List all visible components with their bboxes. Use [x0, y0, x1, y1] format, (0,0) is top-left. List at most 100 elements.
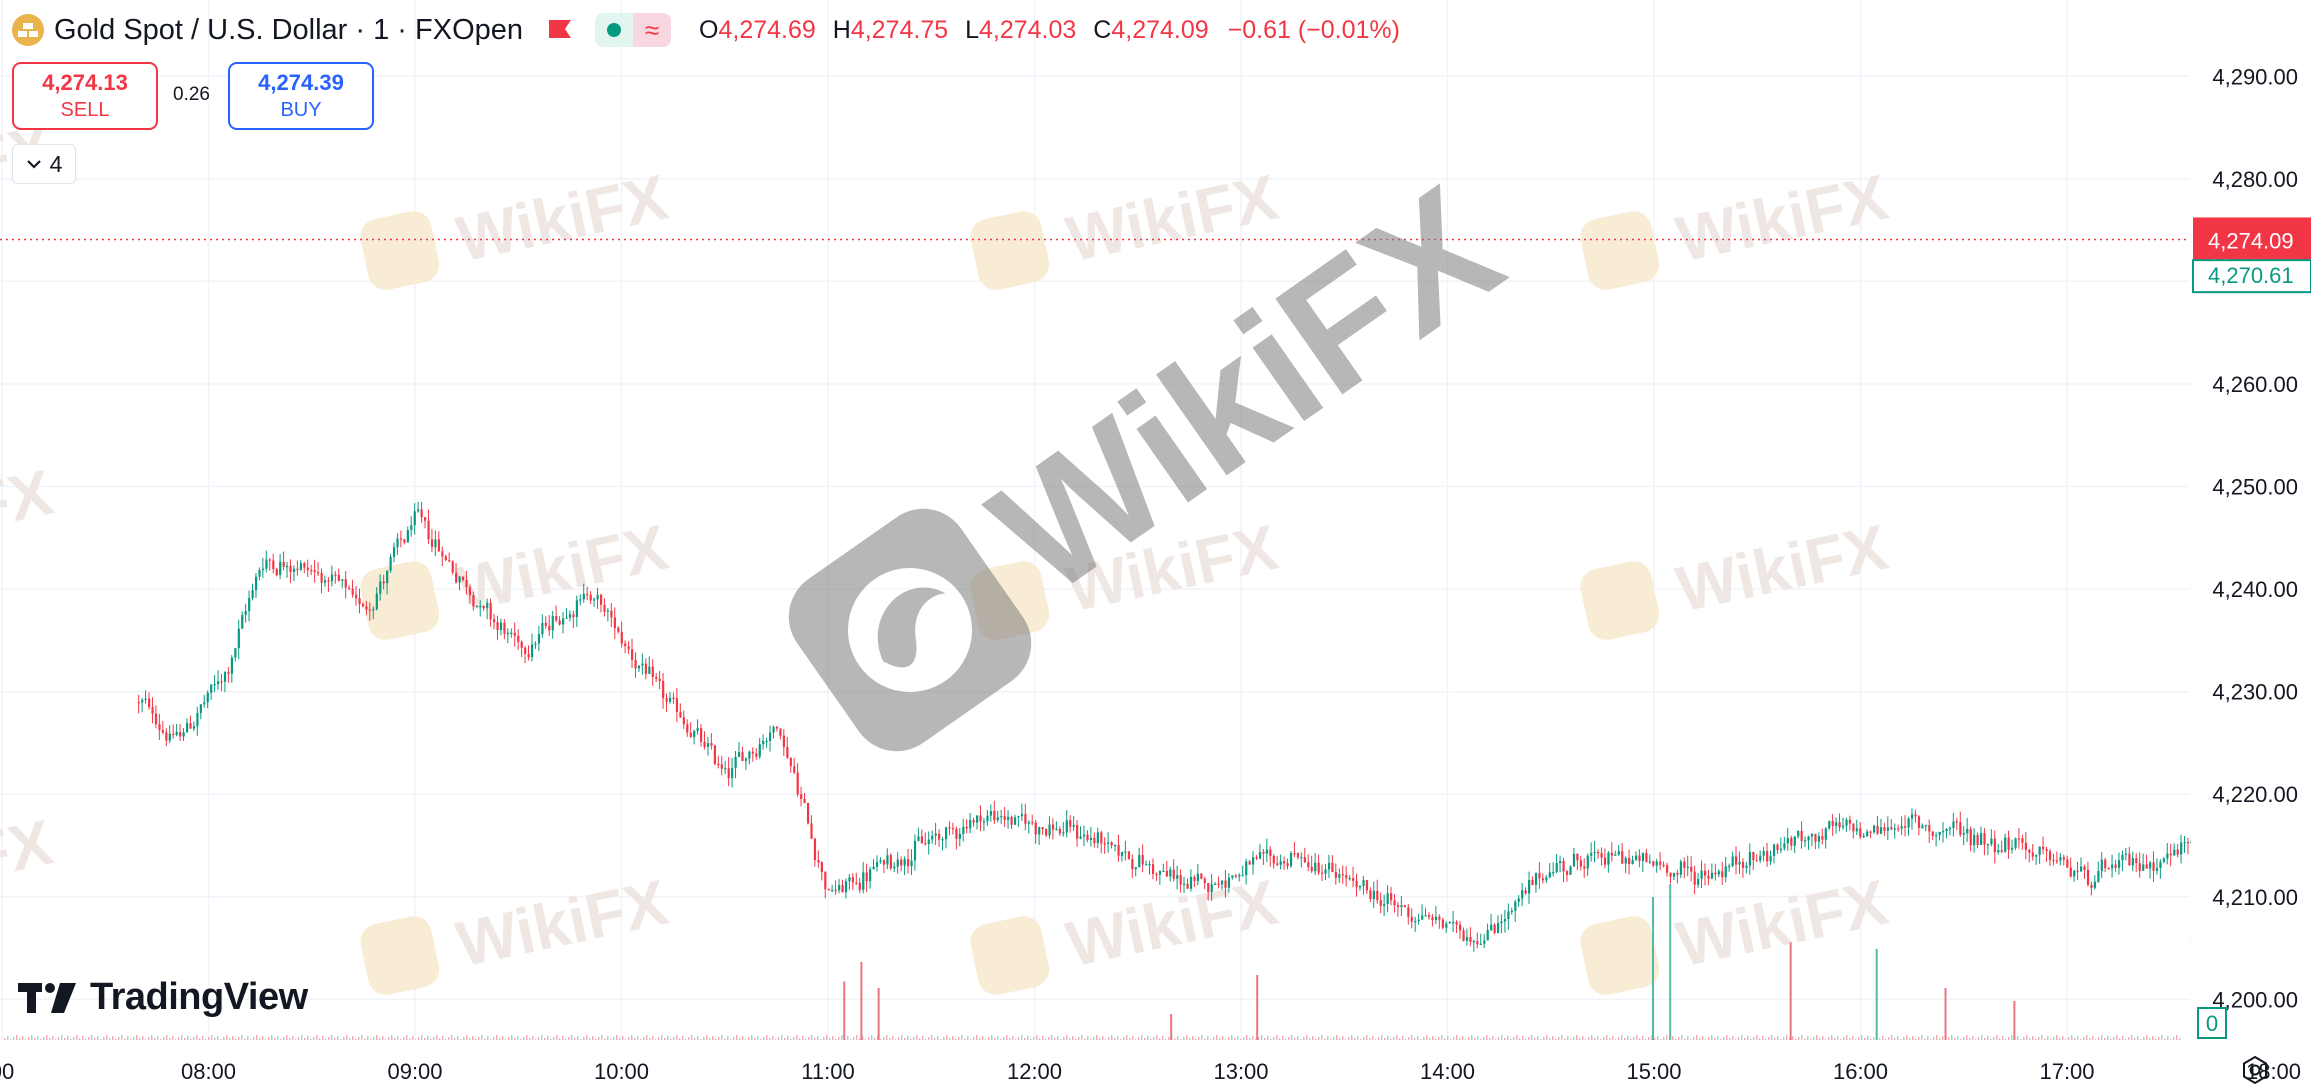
candle-body — [2062, 857, 2065, 860]
volume-bar — [1927, 1036, 1929, 1040]
volume-bar — [1594, 1038, 1596, 1040]
candle-body — [1252, 857, 1255, 865]
price-axis[interactable]: 4,200.004,210.004,220.004,230.004,240.00… — [2191, 0, 2311, 1091]
candle-body — [1759, 855, 1762, 861]
volume-bar — [2158, 1037, 2160, 1040]
volume-bar — [1561, 1035, 1563, 1040]
status-pills[interactable]: ≈ — [595, 13, 672, 47]
volume-bar — [106, 1035, 108, 1040]
volume-bar — [1213, 1037, 1215, 1040]
candle-body — [203, 702, 206, 705]
candle-body — [192, 726, 196, 729]
candle-body — [875, 861, 879, 867]
volume-bar — [166, 1035, 168, 1040]
candle-body — [144, 698, 147, 700]
volume-bar — [1537, 1036, 1539, 1040]
candle-body — [1479, 943, 1482, 945]
volume-bar — [1441, 1035, 1443, 1040]
volume-bar — [1636, 1035, 1638, 1040]
volume-bar — [355, 1039, 357, 1040]
wikifx-watermark: WikiFX — [360, 866, 674, 995]
volume-bar — [415, 1039, 417, 1040]
candle-body — [1151, 864, 1155, 875]
candle-body — [610, 610, 613, 618]
candle-body — [1962, 833, 1965, 835]
sell-button[interactable]: 4,274.13 SELL — [12, 62, 158, 130]
volume-bar — [292, 1036, 294, 1040]
volume-bar — [736, 1035, 738, 1040]
indicators-toggle[interactable]: 4 — [12, 144, 76, 184]
volume-bar — [13, 1037, 15, 1040]
candle-body — [789, 757, 792, 767]
time-tick-label: 00 — [0, 1059, 14, 1084]
volume-bar — [1678, 1037, 1680, 1040]
volume-bar — [217, 1036, 219, 1040]
volume-bar — [397, 1036, 399, 1040]
candle-body — [1289, 853, 1293, 867]
volume-bar — [859, 1038, 861, 1040]
volume-bar — [1819, 1038, 1821, 1040]
volume-bar — [58, 1037, 60, 1040]
volume-bar — [1201, 1035, 1203, 1040]
volume-bar — [2110, 1039, 2112, 1040]
volume-bar — [1873, 1037, 1875, 1040]
candle-body — [582, 593, 585, 600]
volume-bar — [67, 1036, 69, 1040]
volume-bar — [1714, 1038, 1716, 1040]
volume-bar — [85, 1039, 87, 1040]
candle-body — [1110, 842, 1113, 846]
volume-bar — [400, 1039, 402, 1040]
candle-body — [1714, 872, 1717, 875]
volume-bar — [1642, 1036, 1644, 1040]
volume-bar — [1423, 1037, 1425, 1040]
candle-body — [1365, 880, 1369, 891]
volume-bar — [919, 1038, 921, 1040]
volume-bar — [598, 1037, 600, 1040]
volume-bar — [1480, 1039, 1482, 1040]
volume-bar — [721, 1035, 723, 1040]
candle-body — [1831, 820, 1834, 826]
volume-bar — [1078, 1037, 1080, 1040]
candle-body — [848, 877, 851, 882]
candle-body — [617, 627, 620, 632]
volume-bar — [265, 1039, 267, 1040]
settings-icon[interactable] — [2240, 1055, 2270, 1085]
volume-bar — [829, 1038, 831, 1040]
time-tick-label: 09:00 — [387, 1059, 442, 1084]
candle-body — [1469, 937, 1472, 942]
buy-button[interactable]: 4,274.39 BUY — [228, 62, 374, 130]
candle-body — [1838, 822, 1841, 828]
tradingview-logo[interactable]: TradingView — [18, 976, 308, 1019]
volume-bar — [1333, 1037, 1335, 1040]
candle-body — [1334, 872, 1338, 878]
candle-body — [158, 724, 161, 731]
volume-bar — [2089, 1038, 2091, 1040]
candle-body — [1897, 828, 1900, 830]
volume-bar — [1279, 1038, 1281, 1040]
candle-body — [865, 872, 868, 882]
time-axis[interactable]: 00 08:00 09:00 10:00 11:00 12:00 13:00 14:00 15:… — [0, 1059, 2311, 1084]
symbol-title[interactable]: Gold Spot / U.S. Dollar · 1 · FXOpen — [54, 13, 524, 46]
candle-body — [1220, 880, 1224, 885]
candle-body — [706, 743, 710, 747]
candle-body — [762, 741, 765, 745]
volume-bar — [544, 1038, 546, 1040]
volume-bar — [889, 1038, 891, 1040]
volume-bar — [2122, 1036, 2124, 1040]
candle-body — [399, 538, 403, 540]
candle-body — [1814, 834, 1817, 842]
candle-body — [893, 866, 896, 869]
volume-bar — [1261, 1035, 1263, 1040]
volume-bar — [376, 1035, 378, 1040]
second-price-value: 4,270.61 — [2208, 263, 2294, 288]
volume-bar — [1135, 1039, 1137, 1040]
candle-body — [1835, 822, 1838, 826]
candle-body — [1372, 890, 1375, 900]
volume-bar — [940, 1039, 942, 1040]
candle-body — [241, 614, 244, 629]
flag-icon[interactable] — [547, 18, 573, 42]
volume-bar — [1204, 1038, 1206, 1040]
candle-body — [1541, 878, 1545, 881]
candle-body — [1521, 890, 1524, 899]
